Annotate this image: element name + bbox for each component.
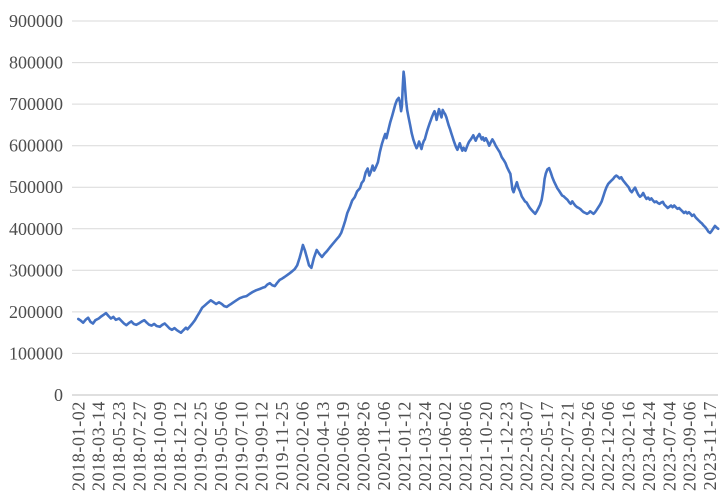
x-axis-tick-label: 2023-04-24 [639,401,659,491]
x-axis-tick-label: 2023-09-06 [680,401,700,491]
x-axis-tick-label: 2019-07-10 [231,401,251,491]
y-axis-tick-label: 400000 [9,219,63,239]
x-axis-tick-label: 2022-07-21 [557,401,577,491]
x-axis-tick-label: 2020-06-19 [333,401,353,491]
y-axis-tick-label: 600000 [9,136,63,156]
x-axis-tick-label: 2023-02-16 [619,401,639,491]
x-axis-tick-label: 2021-03-24 [415,401,435,491]
x-axis-tick-label: 2020-02-06 [293,401,313,491]
x-axis-tick-label: 2023-11-17 [700,401,720,490]
x-axis-tick-label: 2020-04-13 [313,401,333,491]
x-axis-tick-label: 2019-05-06 [211,401,231,491]
x-axis-tick-label: 2018-12-12 [170,401,190,491]
y-axis-tick-label: 200000 [9,302,63,322]
x-axis-tick-label: 2022-12-06 [598,401,618,491]
data-series-line [77,70,720,335]
x-axis-tick-label: 2019-02-25 [191,401,211,491]
x-axis-tick-label: 2018-05-23 [109,401,129,491]
x-axis-tick-label: 2020-08-26 [354,401,374,491]
x-axis-tick-label: 2018-03-14 [89,401,109,491]
x-axis-tick-label: 2021-01-12 [394,401,414,491]
x-axis-tick-label: 2019-11-25 [272,401,292,490]
x-axis-tick-label: 2020-11-06 [374,401,394,490]
y-axis-tick-label: 0 [54,385,63,405]
x-axis-tick-label: 2019-09-12 [252,401,272,491]
y-axis-tick-label: 100000 [9,343,63,363]
x-axis-tick-label: 2022-09-26 [578,401,598,491]
x-axis-tick-label: 2018-10-09 [150,401,170,491]
y-axis-tick-label: 700000 [9,94,63,114]
y-axis-tick-label: 500000 [9,177,63,197]
x-axis-tick-label: 2021-12-23 [496,401,516,491]
y-axis-tick-label: 900000 [9,11,63,31]
x-axis-tick-label: 2021-10-20 [476,401,496,491]
y-axis-tick-label: 800000 [9,53,63,73]
x-axis-tick-label: 2021-06-02 [435,401,455,491]
x-axis-tick-label: 2021-08-06 [456,401,476,491]
x-axis-tick-label: 2022-05-17 [537,401,557,491]
x-axis-tick-label: 2018-07-27 [129,401,149,491]
x-axis-tick-label: 2023-07-04 [659,401,679,491]
y-axis-tick-label: 300000 [9,260,63,280]
x-axis-tick-label: 2022-03-07 [517,401,537,491]
x-axis-tick-label: 2018-01-02 [68,401,88,491]
